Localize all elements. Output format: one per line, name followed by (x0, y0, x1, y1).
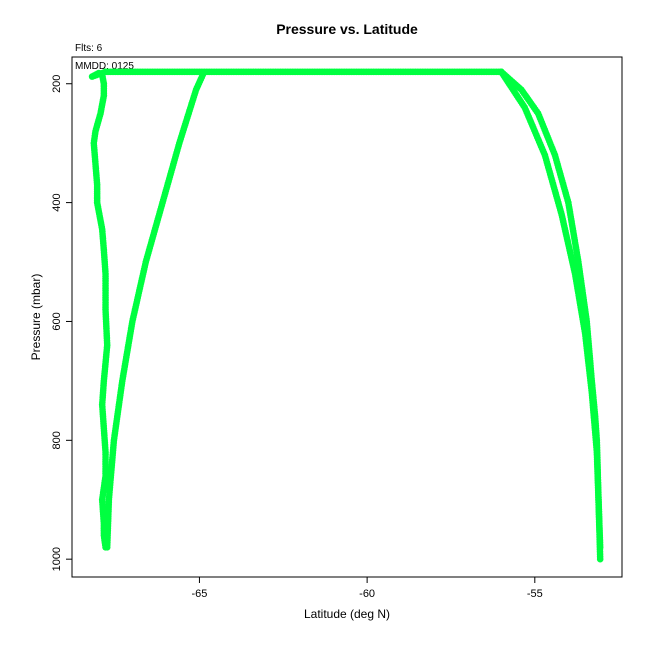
y-tick-label: 800 (51, 431, 63, 449)
data-point (596, 543, 604, 551)
data-points-group (88, 68, 604, 563)
data-point (596, 555, 604, 563)
y-axis: 200 400 600 800 1000 (51, 75, 73, 571)
chart-title: Pressure vs. Latitude (276, 21, 418, 37)
flights-annotation: Flts: 6 (75, 43, 103, 54)
y-tick-label: 400 (51, 193, 63, 211)
data-point (199, 71, 207, 79)
x-axis-label: Latitude (deg N) (304, 607, 390, 621)
x-tick-label: -55 (527, 588, 543, 600)
x-axis: -65 -60 -55 (191, 576, 543, 600)
y-tick-label: 1000 (51, 547, 63, 571)
y-tick-label: 200 (51, 75, 63, 93)
x-tick-label: -60 (359, 588, 375, 600)
y-tick-label: 600 (51, 312, 63, 330)
x-tick-label: -65 (191, 588, 207, 600)
y-axis-label: Pressure (mbar) (29, 274, 43, 361)
date-annotation: MMDD: 0125 (75, 61, 134, 72)
